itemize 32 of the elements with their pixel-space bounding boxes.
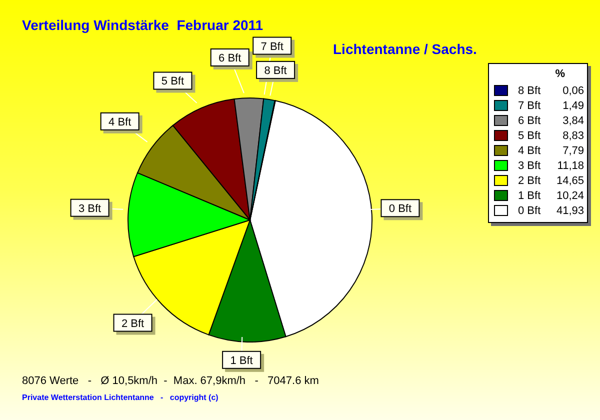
legend-label: 8 Bft bbox=[518, 84, 542, 96]
data-label: 0,06 bbox=[562, 84, 584, 96]
slice-label: 2 Bft bbox=[121, 318, 144, 330]
slice-label: 0 Bft bbox=[388, 203, 412, 216]
slice-label: 5 Bft bbox=[161, 76, 184, 88]
legend-label: 1 Bft bbox=[518, 190, 542, 202]
data-label: 3,84 bbox=[562, 114, 584, 126]
slice-label: 1 Bft bbox=[230, 354, 253, 367]
legend-label: 0 Bft bbox=[518, 204, 542, 216]
legend-label: 2 Bft bbox=[518, 174, 542, 186]
slice-label: 7 Bft bbox=[260, 40, 284, 53]
text: Private Wetterstation Lichtentanne - copyright (c) bbox=[22, 393, 218, 402]
data-label: 14,65 bbox=[555, 174, 584, 186]
chart-subtitle: Lichtentanne / Sachs. bbox=[333, 41, 477, 57]
data-label: 1,49 bbox=[562, 100, 584, 112]
slice-label: 3 Bft bbox=[78, 202, 102, 215]
slice-label: 6 Bft bbox=[218, 52, 242, 64]
legend-label: 5 Bft bbox=[518, 130, 542, 142]
legend-title: % bbox=[554, 68, 566, 82]
data-label: 10,24 bbox=[555, 190, 584, 202]
legend-label: 7 Bft bbox=[518, 100, 542, 112]
slice-label: 4 Bft bbox=[108, 116, 132, 128]
chart-title: Verteilung Windstärke Februar 2011 bbox=[22, 17, 264, 33]
text: 8076 Werte - Ø 10,5km/h - Max. 67,9km/h - 7047.6 km bbox=[22, 375, 319, 387]
legend-label: 4 Bft bbox=[518, 144, 542, 156]
legend-label: 6 Bft bbox=[518, 114, 542, 126]
legend-label: 3 Bft bbox=[518, 160, 542, 172]
data-label: 7,79 bbox=[562, 144, 584, 156]
data-label: 41,93 bbox=[555, 204, 584, 216]
data-label: 11,18 bbox=[556, 160, 584, 172]
category-label: 8 Bft bbox=[264, 64, 287, 77]
data-label: 8,83 bbox=[562, 130, 584, 142]
